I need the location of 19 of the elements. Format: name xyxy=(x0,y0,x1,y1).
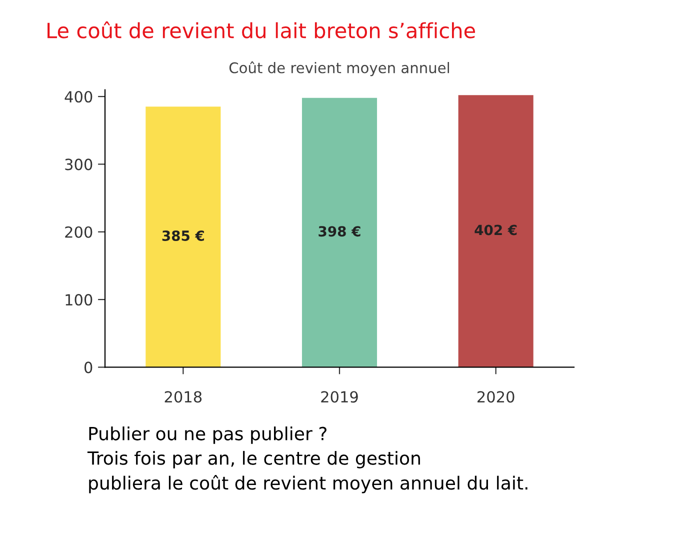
bar xyxy=(146,106,221,368)
data-label: 402 € xyxy=(474,224,517,236)
x-tick-label: 2019 xyxy=(321,391,358,403)
data-label: 385 € xyxy=(162,230,204,241)
bar xyxy=(458,95,534,368)
y-tick-label: 400 xyxy=(64,90,92,103)
text: Trois fois par an, le centre de gestion xyxy=(87,450,420,468)
chart-title: Le coût de revient du lait breton s’affiche xyxy=(48,21,476,38)
bar xyxy=(302,98,378,368)
text: Publier ou ne pas publier ? xyxy=(89,426,326,444)
y-tick-label: 300 xyxy=(65,158,92,170)
x-tick-label: 2020 xyxy=(478,391,514,403)
y-tick-label: 0 xyxy=(84,362,92,374)
x-tick-label: 2018 xyxy=(164,391,202,403)
y-tick-label: 200 xyxy=(65,226,92,238)
data-label: 398 € xyxy=(318,226,360,237)
y-tick-label: 100 xyxy=(66,294,92,306)
chart-subtitle: Coût de revient moyen annuel xyxy=(229,61,450,76)
text: publiera le coût de revient moyen annuel du lait. xyxy=(89,475,528,494)
